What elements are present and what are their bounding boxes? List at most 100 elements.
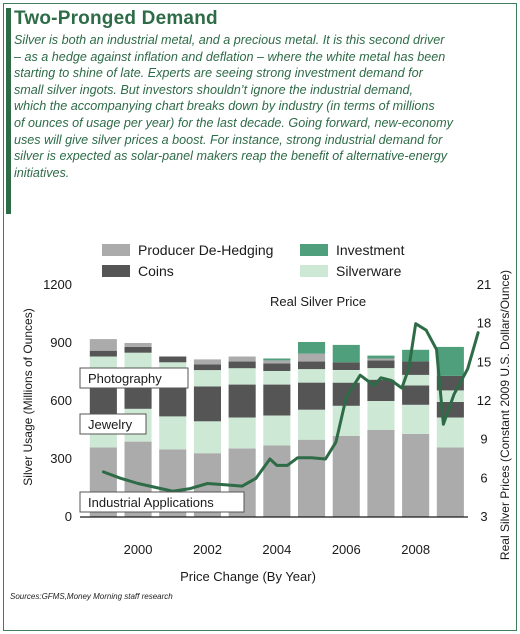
y-tick-label: 0 — [65, 509, 72, 524]
x-tick-label: 2008 — [401, 542, 430, 557]
article-header: Two-Pronged Demand Silver is both an ind… — [4, 4, 516, 226]
bar-segment — [436, 390, 464, 402]
legend-swatch — [102, 265, 130, 277]
y-tick-label: 300 — [50, 451, 72, 466]
bar-segment — [367, 368, 395, 380]
intro-line: of ounces of usage per year) for the las… — [14, 115, 453, 130]
bar-segment — [124, 343, 152, 347]
price-line-label: Real Silver Price — [270, 294, 366, 309]
category-label-box — [79, 367, 189, 389]
bar-segment — [298, 353, 326, 362]
bar-segment — [89, 350, 117, 357]
chart-panel: Two-Pronged Demand Silver is both an ind… — [3, 3, 517, 631]
bar-segment — [263, 360, 291, 364]
y2-tick-label: 6 — [480, 470, 487, 485]
category-label: Jewelry — [88, 417, 133, 432]
category-label: Industrial Applications — [88, 495, 214, 510]
bar-segment — [332, 362, 360, 370]
legend-swatch — [102, 244, 130, 256]
y2-tick-label: 12 — [477, 393, 491, 408]
legend-label: Producer De-Hedging — [138, 242, 273, 258]
bar-segment — [298, 439, 326, 517]
intro-line: Silver is both an industrial metal, and … — [14, 33, 445, 47]
intro-line: uses will give silver prices a boost. Fo… — [14, 132, 443, 147]
bar-segment — [332, 370, 360, 383]
intro-line: – as a hedge against inflation and defla… — [14, 49, 446, 64]
bar-segment — [228, 368, 256, 385]
legend-swatch — [300, 265, 328, 277]
y2-tick-label: 15 — [477, 354, 491, 369]
bar-segment — [298, 342, 326, 354]
x-tick-label: 2002 — [193, 542, 222, 557]
category-label-box — [79, 491, 245, 513]
y-tick-label: 900 — [50, 335, 72, 350]
legend-label: Investment — [336, 242, 405, 258]
bar-segment — [263, 415, 291, 446]
sources-note: Sources:GFMS,Money Morning staff researc… — [10, 592, 173, 601]
bar-segment — [436, 447, 464, 517]
price-line — [101, 322, 480, 493]
bar-segment — [402, 433, 430, 517]
bar-segment — [298, 361, 326, 370]
bar-segment — [193, 421, 221, 454]
legend-swatch — [300, 244, 328, 256]
bar-segment — [298, 369, 326, 383]
bar-segment — [402, 349, 430, 362]
bar-segment — [436, 417, 464, 448]
bar-segment — [367, 355, 395, 359]
bar-segment — [402, 404, 430, 434]
bar-segment — [263, 445, 291, 517]
x-tick-label: 2000 — [124, 542, 153, 557]
bar-segment — [332, 435, 360, 517]
y-axis-title: Silver Usage (Millions of Ounces) — [21, 308, 35, 485]
intro-line: which the accompanying chart breaks down… — [14, 99, 435, 114]
bar-segment — [159, 356, 187, 363]
bar-segment — [228, 417, 256, 449]
bar-segment — [263, 384, 291, 416]
bar-segment — [367, 360, 395, 369]
bar-segment — [298, 382, 326, 410]
category-label-box — [79, 413, 147, 435]
x-axis-title: Price Change (By Year) — [180, 569, 316, 584]
bar-segment — [263, 363, 291, 371]
x-tick-label: 2006 — [332, 542, 361, 557]
bar-segment — [193, 386, 221, 422]
accent-bar — [6, 8, 11, 214]
bar-segment — [367, 430, 395, 517]
intro-line: initiatives. — [14, 165, 70, 180]
bar-segment — [263, 358, 291, 361]
bar-segment — [298, 409, 326, 440]
bar-segment — [263, 371, 291, 385]
bar-segment — [228, 384, 256, 418]
bar-segment — [332, 405, 360, 436]
y-tick-label: 1200 — [43, 277, 72, 292]
bar-segment — [332, 344, 360, 363]
x-tick-label: 2004 — [262, 542, 291, 557]
intro-line: silver is expected as solar-panel makers… — [14, 149, 448, 164]
y2-tick-label: 9 — [480, 432, 487, 447]
y2-tick-label: 3 — [480, 509, 487, 524]
y2-axis-title: Real Silver Prices (Constant 2009 U.S. D… — [498, 270, 512, 560]
bar-segment — [193, 359, 221, 365]
intro-line: small silver ingots. But investors shoul… — [14, 82, 414, 97]
bar-segment — [367, 358, 395, 361]
intro-text: Silver is both an industrial metal, and … — [14, 32, 514, 181]
y-tick-label: 600 — [50, 393, 72, 408]
y2-tick-label: 21 — [477, 277, 491, 292]
bar-segment — [193, 364, 221, 371]
bar-segment — [367, 401, 395, 430]
bar-segment — [402, 374, 430, 386]
bar-segment — [124, 346, 152, 353]
bar-segment — [159, 416, 187, 450]
legend-label: Silverware — [336, 263, 402, 279]
bar-segment — [193, 370, 221, 387]
page-title: Two-Pronged Demand — [14, 8, 218, 29]
category-label: Photography — [88, 371, 162, 386]
bar-segment — [228, 356, 256, 362]
bar-segment — [436, 346, 464, 376]
bar-segment — [228, 361, 256, 369]
intro-line: starting to shine of late. Experts are s… — [14, 66, 423, 81]
bar-segment — [402, 385, 430, 405]
y2-tick-label: 18 — [477, 316, 491, 331]
bar-segment — [89, 339, 117, 351]
